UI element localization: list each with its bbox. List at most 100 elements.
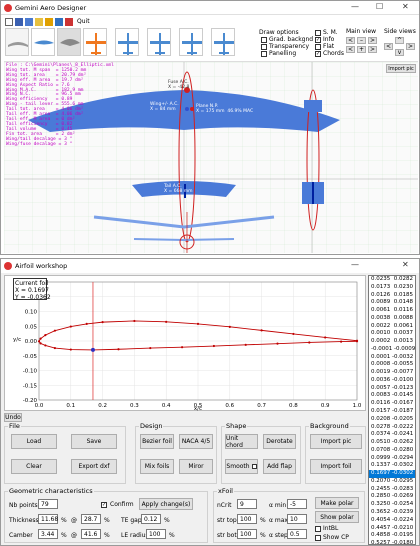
minimize-button[interactable]: — — [351, 260, 359, 269]
derotate-button[interactable]: Derotate — [263, 434, 296, 449]
minimize-button[interactable]: — — [351, 2, 359, 11]
thickness-input[interactable]: 11.68 — [38, 514, 58, 524]
thumb-airfoil[interactable] — [57, 28, 81, 56]
airfoil-chart[interactable]: 0.00.10.20.30.40.50.60.70.80.91.00.200.1… — [4, 275, 366, 412]
side-view-down-button[interactable]: v — [395, 49, 404, 56]
coordinate-list-item[interactable]: 0.0089 0.0148 — [371, 299, 413, 306]
coordinate-list-item[interactable]: 0.0057 -0.0123 — [371, 384, 414, 391]
side-view-up-button[interactable]: ^ — [395, 37, 404, 44]
alpha-min-input[interactable]: -5 — [287, 499, 307, 509]
main-view-left-button[interactable]: < — [346, 37, 355, 44]
coordinate-list-item[interactable]: 0.0208 -0.0205 — [371, 415, 414, 422]
coordinate-list-item[interactable]: 0.2455 -0.0283 — [371, 485, 414, 492]
thumb-plane-4[interactable] — [179, 28, 203, 56]
coordinate-list-item[interactable]: 0.4054 -0.0224 — [371, 516, 414, 523]
clear-button[interactable]: Clear — [11, 459, 57, 474]
bezier-foil-button[interactable]: Bezier foil — [140, 434, 174, 449]
transparency-checkbox[interactable] — [261, 44, 267, 50]
thumb-fuse[interactable] — [31, 28, 55, 56]
side-view-left-button[interactable]: < — [384, 43, 393, 50]
thickness-pos-input[interactable]: 28.7 — [81, 514, 101, 524]
maximize-button[interactable]: ☐ — [376, 2, 384, 11]
coordinate-list-item[interactable]: 0.0374 -0.0241 — [371, 431, 414, 438]
grad-backgnd-checkbox[interactable] — [261, 37, 267, 43]
show-polar-button[interactable]: Show polar — [315, 511, 359, 523]
sm-checkbox[interactable] — [315, 30, 321, 36]
panelling-checkbox[interactable] — [261, 51, 267, 57]
export-dxf-button[interactable]: Export dxf — [71, 459, 117, 474]
main-view-plus-button[interactable]: + — [357, 46, 366, 53]
te-gap-input[interactable]: 0.12 — [141, 514, 161, 524]
coordinate-list-item[interactable]: 0.0126 0.0185 — [371, 291, 413, 298]
coordinate-list-item[interactable]: 0.0008 -0.0055 — [371, 361, 414, 368]
chords-checkbox[interactable]: ✓ — [315, 51, 321, 57]
apply-changes-button[interactable]: Apply change(s) — [139, 498, 193, 510]
coordinate-list-item[interactable]: 0.0010 0.0037 — [371, 330, 413, 337]
camber-input[interactable]: 3.44 — [38, 529, 58, 539]
coordinate-list-item[interactable]: 0.0510 -0.0262 — [371, 439, 414, 446]
plane-drawing-canvas[interactable]: File : C:\Gemini\Planes\_8_Elliptic.xml … — [4, 61, 418, 253]
main-view-left2-button[interactable]: < — [346, 46, 355, 53]
thumb-wing[interactable] — [5, 28, 29, 56]
plane-icon[interactable] — [65, 18, 73, 26]
coordinate-list-item[interactable]: 0.0173 0.0230 — [371, 283, 413, 290]
coordinate-list-item[interactable]: 0.0999 -0.0294 — [371, 454, 414, 461]
coordinate-list-item[interactable]: 0.0083 -0.0145 — [371, 392, 414, 399]
nb-points-input[interactable]: 79 — [38, 499, 58, 509]
save-icon[interactable] — [15, 18, 23, 26]
coordinate-list-item[interactable]: 0.2850 -0.0269 — [371, 493, 414, 500]
lock-icon[interactable] — [45, 18, 53, 26]
main-view-right-button[interactable]: > — [368, 37, 377, 44]
coordinate-list-item[interactable]: 0.0235 0.0282 — [371, 276, 413, 282]
coordinate-list-item[interactable]: 0.0036 -0.0100 — [371, 376, 414, 383]
undo-button[interactable]: Undo — [4, 413, 22, 422]
alpha-max-input[interactable]: 10 — [287, 514, 307, 524]
coordinate-list-item[interactable]: 0.5257 -0.0180 — [371, 540, 414, 545]
alpha-step-input[interactable]: 0.5 — [287, 529, 307, 539]
coordinates-list[interactable]: 0.0235 0.0282 0.0173 0.0230 0.0126 0.0185 0… — [368, 275, 416, 545]
ncrit-input[interactable]: 9 — [237, 499, 257, 509]
coordinate-list-item[interactable]: 0.1697 -0.0302 — [369, 470, 415, 478]
coordinate-list-item[interactable]: 0.3652 -0.0239 — [371, 508, 414, 515]
smooth-button[interactable]: Smooth — [225, 459, 258, 474]
quit-menu[interactable]: Quit — [77, 18, 90, 25]
smooth-checkbox[interactable] — [251, 464, 257, 469]
coordinate-list-item[interactable]: 0.0038 0.0088 — [371, 314, 413, 321]
thumb-plane-5[interactable] — [211, 28, 235, 56]
coordinate-list-item[interactable]: 0.0061 0.0116 — [371, 307, 413, 314]
load-button[interactable]: Load — [11, 434, 57, 449]
strtop-input[interactable]: 100 — [237, 514, 257, 524]
import-foil-button[interactable]: Import foil — [310, 459, 362, 474]
coordinate-list-item[interactable]: 0.3250 -0.0254 — [371, 501, 414, 508]
thumb-plane-2[interactable] — [115, 28, 139, 56]
coordinate-list-item[interactable]: 0.0022 0.0061 — [371, 322, 413, 329]
info-checkbox[interactable]: ✓ — [315, 37, 321, 43]
strbot-input[interactable]: 100 — [237, 529, 257, 539]
camber-pos-input[interactable]: 41.6 — [81, 529, 101, 539]
coordinate-list-item[interactable]: 0.2070 -0.0295 — [371, 477, 414, 484]
close-button[interactable]: ✕ — [402, 2, 409, 11]
mirror-button[interactable]: Miror — [179, 459, 213, 474]
le-radius-input[interactable]: 100 — [146, 529, 166, 539]
thumb-plane-3[interactable] — [147, 28, 171, 56]
intbl-checkbox[interactable] — [315, 526, 321, 532]
thumb-plane-1[interactable] — [83, 28, 107, 56]
flat-checkbox[interactable] — [315, 44, 321, 50]
coordinate-list-item[interactable]: 0.0278 -0.0222 — [371, 423, 414, 430]
color-icon[interactable] — [55, 18, 63, 26]
show-cp-checkbox[interactable] — [315, 535, 321, 541]
main-view-right2-button[interactable]: > — [368, 46, 377, 53]
coordinate-list-item[interactable]: 0.4457 -0.0210 — [371, 524, 414, 531]
make-polar-button[interactable]: Make polar — [315, 497, 359, 509]
coordinate-list-item[interactable]: 0.0708 -0.0280 — [371, 446, 414, 453]
coordinate-list-item[interactable]: 0.0002 0.0013 — [371, 338, 413, 345]
coordinate-list-item[interactable]: 0.0019 -0.0077 — [371, 369, 414, 376]
import-pic-button[interactable]: Import pic — [386, 64, 416, 73]
import-pic-button[interactable]: Import pic — [310, 434, 362, 449]
coordinate-list-item[interactable]: 0.0116 -0.0167 — [371, 400, 414, 407]
coordinate-list-item[interactable]: 0.0001 -0.0032 — [371, 353, 414, 360]
naca-button[interactable]: NACA 4/5 — [179, 434, 213, 449]
close-button[interactable]: ✕ — [402, 260, 409, 269]
main-view-minus-button[interactable]: – — [357, 37, 366, 44]
unit-chord-button[interactable]: Unit chord — [225, 434, 258, 449]
